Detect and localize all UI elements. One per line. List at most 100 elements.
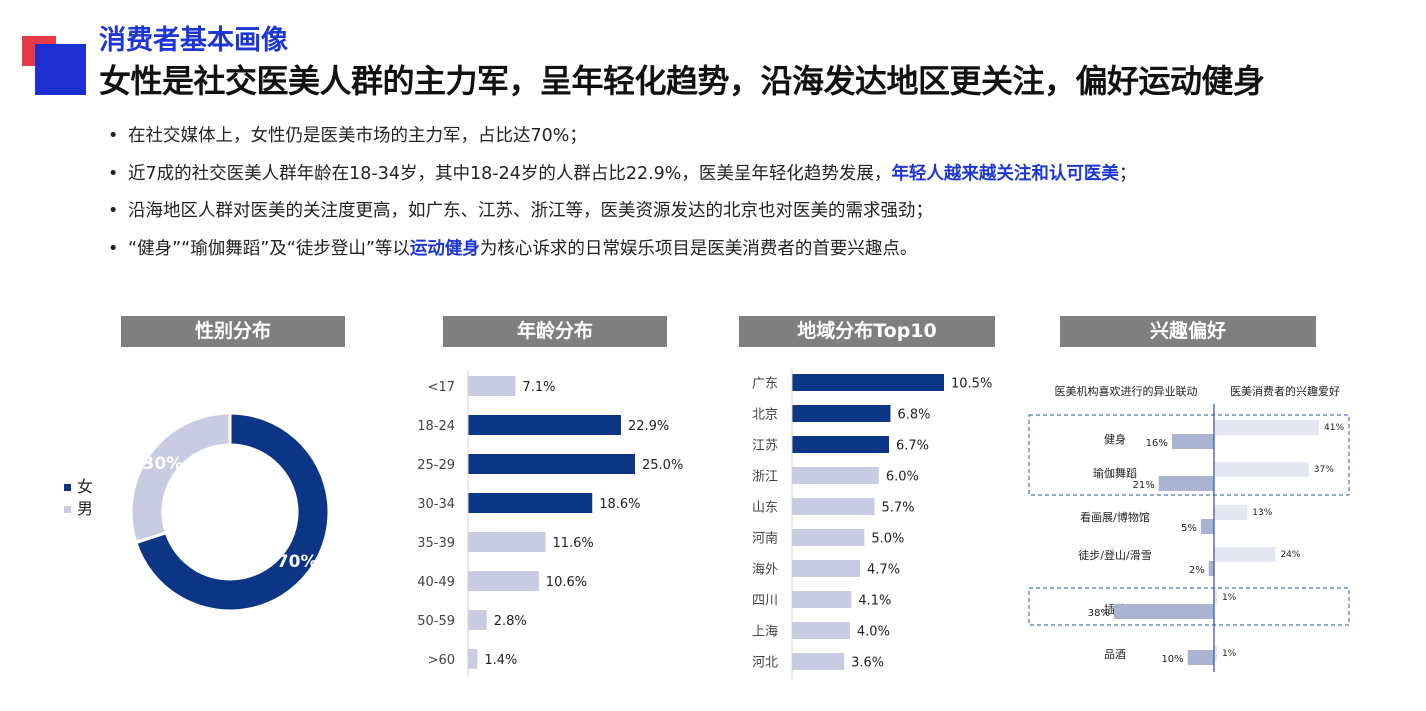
category-label: 25-29	[417, 458, 455, 473]
bar-left	[1158, 476, 1214, 491]
category-label: 江苏	[752, 438, 778, 454]
value-label-left: 10%	[1161, 654, 1183, 665]
category-label: 广东	[752, 377, 778, 392]
value-label: 3.6%	[851, 656, 884, 671]
highlight-frame-sports	[1028, 414, 1350, 496]
value-label: 25.0%	[642, 458, 683, 473]
bullet-dot: •	[108, 126, 119, 146]
bar-left	[1187, 650, 1214, 665]
highlight-frame-flower	[1028, 587, 1350, 626]
value-label-left: 38%	[1088, 608, 1110, 619]
bar	[792, 529, 865, 546]
bar-left	[1171, 434, 1214, 449]
bar	[468, 610, 487, 630]
value-label-left: 16%	[1146, 438, 1168, 449]
value-label: 22.9%	[628, 419, 669, 434]
value-label-right: 41%	[1324, 423, 1344, 433]
value-label: 7.1%	[522, 380, 555, 395]
interest-category: 健身	[1104, 432, 1126, 446]
bar	[468, 454, 635, 474]
legend-item-female: 女	[64, 476, 93, 498]
value-label-right: 24%	[1280, 550, 1300, 560]
bar	[468, 376, 516, 396]
category-label: <17	[428, 380, 455, 395]
page-title: 女性是社交医美人群的主力军，呈年轻化趋势，沿海发达地区更关注，偏好运动健身	[99, 62, 1265, 100]
donut-slice-1	[129, 411, 232, 545]
value-label: 10.6%	[546, 575, 587, 590]
value-label: 6.7%	[896, 439, 929, 454]
interest-panel-header: 兴趣偏好	[1060, 316, 1316, 347]
legend-swatch-male	[64, 506, 71, 513]
category-label: 35-39	[417, 536, 455, 551]
age-panel-header: 年龄分布	[443, 316, 667, 347]
value-label-left: 5%	[1181, 523, 1197, 534]
summary-highlight: 年轻人越来越关注和认可医美	[891, 163, 1119, 184]
bar-left	[1208, 561, 1214, 576]
interest-category: 徒步/登山/滑雪	[1078, 548, 1151, 562]
region-panel-header: 地域分布Top10	[739, 316, 995, 347]
bar-right	[1214, 462, 1309, 477]
bar-right	[1214, 547, 1276, 562]
value-label: 5.7%	[882, 501, 915, 516]
category-label: 40-49	[417, 575, 455, 590]
category-label: 河北	[752, 656, 778, 671]
category-label: 50-59	[417, 614, 455, 629]
summary-highlight: 运动健身	[409, 238, 480, 259]
summary-item: • 在社交媒体上，女性仍是医美市场的主力军，占比达70%；	[108, 126, 1408, 146]
bar-left	[1200, 519, 1214, 534]
value-label: 6.8%	[897, 408, 930, 423]
value-label-left: 21%	[1133, 480, 1155, 491]
bar-right	[1214, 646, 1217, 661]
value-label: 11.6%	[552, 536, 593, 551]
bar	[468, 415, 621, 435]
summary-list: • 在社交媒体上，女性仍是医美市场的主力军，占比达70%； • 近7成的社交医美人群…	[108, 126, 1408, 276]
gender-panel-header: 性别分布	[121, 316, 345, 347]
bullet-dot: •	[108, 201, 119, 221]
value-label: 5.0%	[871, 532, 904, 547]
summary-text: 沿海地区人群对医美的关注度更高，如广东、江苏、浙江等，医美资源发达的北京也对医美…	[128, 201, 933, 221]
bullet-dot: •	[108, 163, 119, 184]
summary-text-end: 为核心诉求的日常娱乐项目是医美消费者的首要兴趣点。	[479, 238, 918, 259]
summary-text: 在社交媒体上，女性仍是医美市场的主力军，占比达70%；	[128, 126, 587, 146]
value-label: 6.0%	[886, 470, 919, 485]
summary-item: • 近7成的社交医美人群年龄在18-34岁，其中18-24岁的人群占比22.9%，…	[108, 164, 1408, 184]
right-series-header: 医美消费者的兴趣爱好	[1230, 384, 1340, 398]
value-label: 18.6%	[599, 497, 640, 512]
category-label: 河南	[752, 531, 778, 547]
summary-item: • “健身”“瑜伽舞蹈”及“徒步登山”等以运动健身为核心诉求的日常娱乐项目是医美消…	[108, 239, 1408, 259]
gender-legend: 女 男	[64, 476, 93, 520]
bar	[792, 405, 891, 422]
value-label: 1.4%	[484, 653, 517, 668]
left-series-header: 医美机构喜欢进行的异业联动	[1055, 384, 1198, 398]
category-label: 海外	[752, 563, 778, 578]
value-label: 2.8%	[494, 614, 527, 629]
age-bar-chart: <17 7.1% 18-24 22.9% 25-29 25.0% 30-34 18.6% 35-…	[417, 370, 683, 677]
bullet-dot: •	[108, 238, 119, 259]
bar	[792, 560, 861, 577]
bar	[468, 532, 546, 552]
summary-item: • 沿海地区人群对医美的关注度更高，如广东、江苏、浙江等，医美资源发达的北京也对医…	[108, 201, 1408, 221]
bar	[792, 498, 875, 515]
donut-slice-0	[133, 411, 331, 613]
legend-label-female: 女	[77, 477, 94, 496]
category-label: 浙江	[752, 470, 778, 485]
category-label: 山东	[752, 501, 778, 516]
gender-donut-chart: 70% 30%	[129, 411, 331, 613]
summary-text: 近7成的社交医美人群年龄在18-34岁，其中18-24岁的人群占比22.9%，医…	[128, 163, 892, 184]
bar	[468, 493, 593, 513]
bar	[468, 571, 539, 591]
value-label-right: 13%	[1252, 508, 1272, 518]
decor-blue-square	[35, 44, 86, 95]
category-label: 四川	[752, 594, 778, 609]
bar	[792, 591, 852, 608]
bar-right	[1214, 420, 1319, 435]
summary-text: “健身”“瑜伽舞蹈”及“徒步登山”等以	[128, 238, 410, 259]
category-label: 北京	[752, 408, 778, 423]
bar-left	[1114, 604, 1214, 619]
donut-label-0: 70%	[277, 552, 318, 572]
value-label-right: 1%	[1222, 649, 1237, 659]
bar	[792, 622, 850, 639]
value-label-left: 2%	[1189, 565, 1205, 576]
interest-category: 看画展/博物馆	[1080, 510, 1150, 524]
